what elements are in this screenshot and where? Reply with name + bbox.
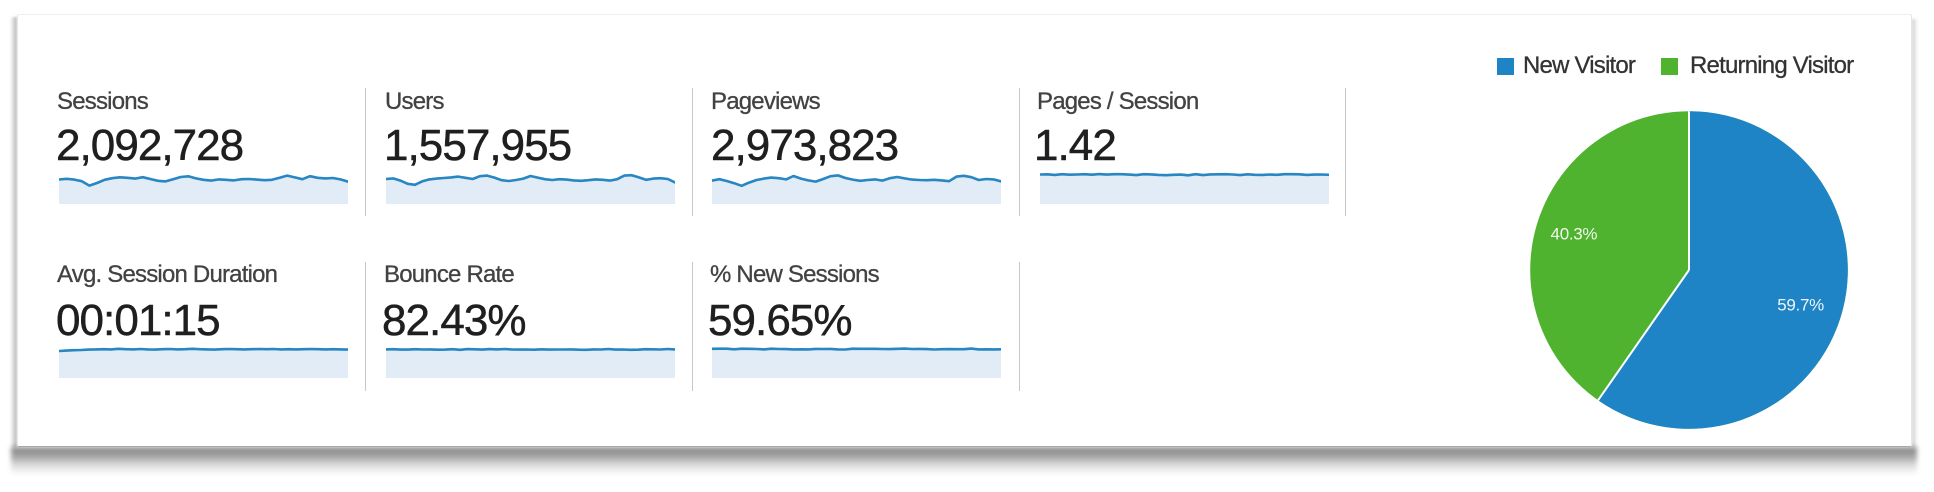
svg-text:59.7%: 59.7% — [1777, 296, 1824, 315]
svg-text:40.3%: 40.3% — [1551, 224, 1598, 243]
